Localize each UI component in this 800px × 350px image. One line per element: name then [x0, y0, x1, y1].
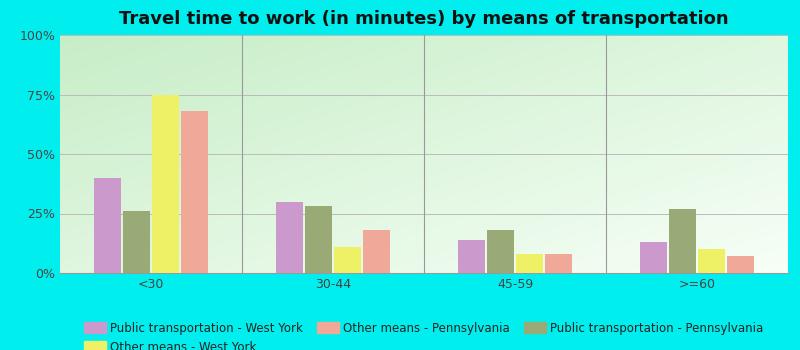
Bar	[334, 247, 362, 273]
Bar	[276, 202, 303, 273]
Bar	[545, 254, 572, 273]
Bar	[181, 111, 208, 273]
Legend: Public transportation - West York, Other means - West York, Other means - Pennsy: Public transportation - West York, Other…	[80, 317, 768, 350]
Bar	[486, 230, 514, 273]
Title: Travel time to work (in minutes) by means of transportation: Travel time to work (in minutes) by mean…	[119, 10, 729, 28]
Bar	[458, 240, 485, 273]
Bar	[727, 256, 754, 273]
Bar	[698, 249, 726, 273]
Bar	[669, 209, 696, 273]
Bar	[305, 206, 332, 273]
Bar	[516, 254, 543, 273]
Bar	[152, 94, 179, 273]
Bar	[640, 242, 667, 273]
Bar	[363, 230, 390, 273]
Bar	[94, 178, 121, 273]
Bar	[122, 211, 150, 273]
